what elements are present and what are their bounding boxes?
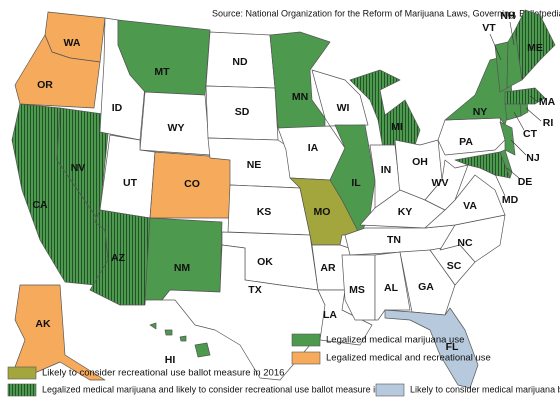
state-label: AR bbox=[320, 262, 336, 274]
state-label: MO bbox=[314, 206, 331, 218]
state-label: SC bbox=[447, 260, 462, 272]
state-label: VT bbox=[482, 22, 496, 34]
state-label: ID bbox=[112, 102, 123, 114]
state-label: NE bbox=[247, 159, 262, 171]
state-label: TN bbox=[387, 234, 401, 246]
state-label: KS bbox=[257, 206, 272, 218]
state-label: LA bbox=[323, 309, 337, 321]
state bbox=[424, 159, 469, 211]
state-label: HI bbox=[165, 354, 176, 366]
state-label: OH bbox=[412, 156, 428, 168]
state-label: WA bbox=[64, 37, 81, 49]
legend-label: Likely to consider medical marijuana bal… bbox=[410, 384, 560, 394]
state bbox=[269, 31, 331, 129]
state-label: CT bbox=[523, 128, 538, 140]
state-label: CO bbox=[184, 178, 200, 190]
legend-label: Legalized medical marijuana use bbox=[326, 335, 464, 346]
state bbox=[514, 9, 556, 81]
state-label: NC bbox=[457, 237, 473, 249]
state-label: NJ bbox=[526, 152, 540, 164]
state bbox=[499, 121, 516, 156]
state-label: ME bbox=[527, 42, 543, 54]
leader-lines bbox=[489, 21, 542, 197]
legend-swatch bbox=[7, 383, 37, 397]
state-label: OK bbox=[257, 256, 273, 268]
legend-swatch bbox=[7, 366, 37, 380]
state-label: WV bbox=[432, 177, 449, 189]
state-label: IN bbox=[381, 164, 392, 176]
state bbox=[149, 322, 211, 358]
legend-swatch bbox=[375, 383, 405, 397]
state-label: ND bbox=[232, 56, 248, 68]
state bbox=[504, 101, 522, 121]
state-label: IA bbox=[308, 142, 319, 154]
state bbox=[144, 217, 223, 301]
state bbox=[341, 254, 376, 321]
state-label: CA bbox=[32, 199, 48, 211]
state-label: DE bbox=[518, 176, 533, 188]
state-label: NV bbox=[71, 162, 86, 174]
state-label: AL bbox=[384, 282, 399, 294]
legend-swatch bbox=[291, 351, 321, 365]
state bbox=[14, 34, 101, 109]
state-label: VA bbox=[463, 200, 477, 212]
state bbox=[384, 307, 479, 389]
state-label: GA bbox=[418, 281, 434, 293]
state-label: AK bbox=[35, 318, 51, 330]
state-label: MT bbox=[154, 66, 170, 78]
state-label: MN bbox=[292, 91, 308, 103]
state-labels: WA OR CA NV ID MT WY UT AZ CO NM ND SD N… bbox=[32, 10, 555, 366]
state-label: IL bbox=[351, 177, 361, 189]
legend-label: Likely to consider recreational use ball… bbox=[42, 368, 284, 379]
state-label: UT bbox=[123, 177, 138, 189]
legend-label: Legalized medical and recreational use bbox=[326, 353, 491, 364]
state-label: MA bbox=[539, 96, 556, 108]
state-label: OR bbox=[37, 79, 53, 91]
state-label: MS bbox=[349, 284, 365, 296]
state-label: NY bbox=[473, 106, 488, 118]
state-label: KY bbox=[398, 206, 413, 218]
state-label: RI bbox=[543, 117, 554, 129]
state-label: MI bbox=[391, 121, 403, 133]
state-label: WY bbox=[168, 122, 185, 134]
state-label: FL bbox=[446, 341, 459, 353]
states bbox=[11, 9, 556, 389]
state bbox=[349, 69, 421, 161]
legend-label: Legalized medical marijuana and likely t… bbox=[42, 384, 403, 394]
state-label: AZ bbox=[111, 252, 126, 264]
state-label: NH bbox=[500, 10, 515, 22]
state-label: SD bbox=[235, 106, 250, 118]
state-label: PA bbox=[459, 136, 473, 148]
legend-swatch bbox=[291, 333, 321, 347]
state bbox=[311, 69, 369, 127]
legend: Legalized medical marijuana use Legalize… bbox=[7, 333, 560, 397]
state-label: MD bbox=[502, 194, 519, 206]
source-note: Source: National Organization for the Re… bbox=[212, 8, 560, 18]
state-label: NM bbox=[174, 262, 191, 274]
state-label: TX bbox=[248, 284, 261, 296]
state bbox=[11, 284, 106, 381]
state-label: WI bbox=[337, 102, 350, 114]
state bbox=[161, 244, 333, 381]
